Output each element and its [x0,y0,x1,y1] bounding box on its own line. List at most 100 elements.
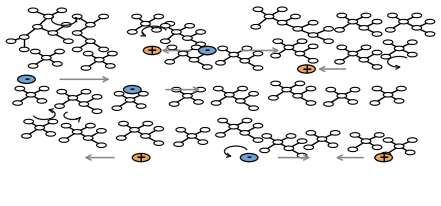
Circle shape [99,47,108,52]
Circle shape [295,81,305,86]
Circle shape [97,143,106,147]
Circle shape [30,49,40,54]
Circle shape [202,50,212,55]
Circle shape [337,45,347,50]
Circle shape [6,39,16,43]
Circle shape [194,100,203,104]
Circle shape [165,21,175,26]
Circle shape [178,51,188,56]
Circle shape [238,86,247,91]
Circle shape [216,133,225,137]
Circle shape [72,47,82,52]
Circle shape [196,42,206,47]
Circle shape [59,138,69,142]
Circle shape [108,51,117,56]
Circle shape [189,57,199,62]
Circle shape [297,39,307,43]
Circle shape [99,14,108,19]
Circle shape [394,46,404,51]
Circle shape [374,133,384,137]
Text: +: + [301,62,312,76]
Circle shape [405,150,415,155]
Circle shape [273,39,283,43]
Circle shape [172,30,181,34]
Circle shape [291,14,300,19]
Circle shape [304,145,314,150]
Circle shape [92,109,102,114]
Circle shape [92,95,102,99]
Circle shape [277,7,287,12]
Circle shape [249,106,258,110]
Circle shape [425,19,435,24]
Circle shape [412,13,422,18]
Circle shape [48,119,58,124]
Circle shape [183,94,192,98]
Circle shape [337,13,347,18]
Circle shape [412,26,422,30]
Circle shape [97,129,106,133]
Circle shape [306,86,316,91]
Circle shape [125,98,135,102]
Circle shape [28,8,38,13]
Circle shape [176,128,186,132]
Circle shape [407,138,417,142]
Circle shape [41,55,51,60]
Circle shape [425,32,435,36]
Circle shape [174,142,183,146]
Circle shape [57,89,67,94]
Circle shape [123,85,141,94]
Circle shape [39,86,49,91]
Circle shape [407,40,417,44]
Circle shape [297,153,307,158]
Circle shape [154,126,164,131]
Circle shape [143,121,153,126]
Circle shape [359,57,369,62]
Circle shape [185,23,194,28]
Circle shape [94,57,104,62]
Circle shape [86,22,95,27]
Circle shape [383,92,393,97]
Circle shape [13,101,22,105]
Circle shape [348,147,358,152]
Circle shape [253,123,263,128]
Circle shape [183,36,192,40]
Circle shape [86,39,95,43]
Circle shape [169,102,179,106]
Circle shape [218,118,228,123]
Circle shape [293,27,303,31]
Circle shape [317,137,327,141]
Circle shape [37,99,47,103]
Circle shape [86,123,95,128]
Circle shape [79,102,89,106]
Circle shape [308,33,318,37]
Circle shape [308,44,318,49]
Circle shape [114,91,124,96]
Circle shape [198,140,208,144]
Circle shape [191,45,201,50]
Circle shape [306,101,316,105]
Circle shape [348,100,358,104]
Circle shape [216,61,225,65]
Circle shape [273,140,283,144]
Circle shape [324,39,333,43]
Circle shape [172,87,181,92]
Circle shape [105,64,115,68]
Circle shape [361,13,371,18]
Circle shape [383,40,393,44]
Circle shape [396,86,406,91]
Circle shape [297,139,307,143]
Circle shape [48,31,58,35]
Circle shape [119,121,128,126]
Circle shape [24,119,34,124]
Circle shape [202,65,212,69]
Circle shape [372,86,382,91]
Circle shape [61,22,71,27]
Circle shape [15,86,25,91]
Circle shape [229,124,239,129]
Circle shape [35,125,45,130]
Circle shape [52,62,62,66]
Circle shape [271,81,280,86]
Circle shape [372,32,382,36]
Circle shape [350,87,360,92]
Circle shape [22,134,31,138]
